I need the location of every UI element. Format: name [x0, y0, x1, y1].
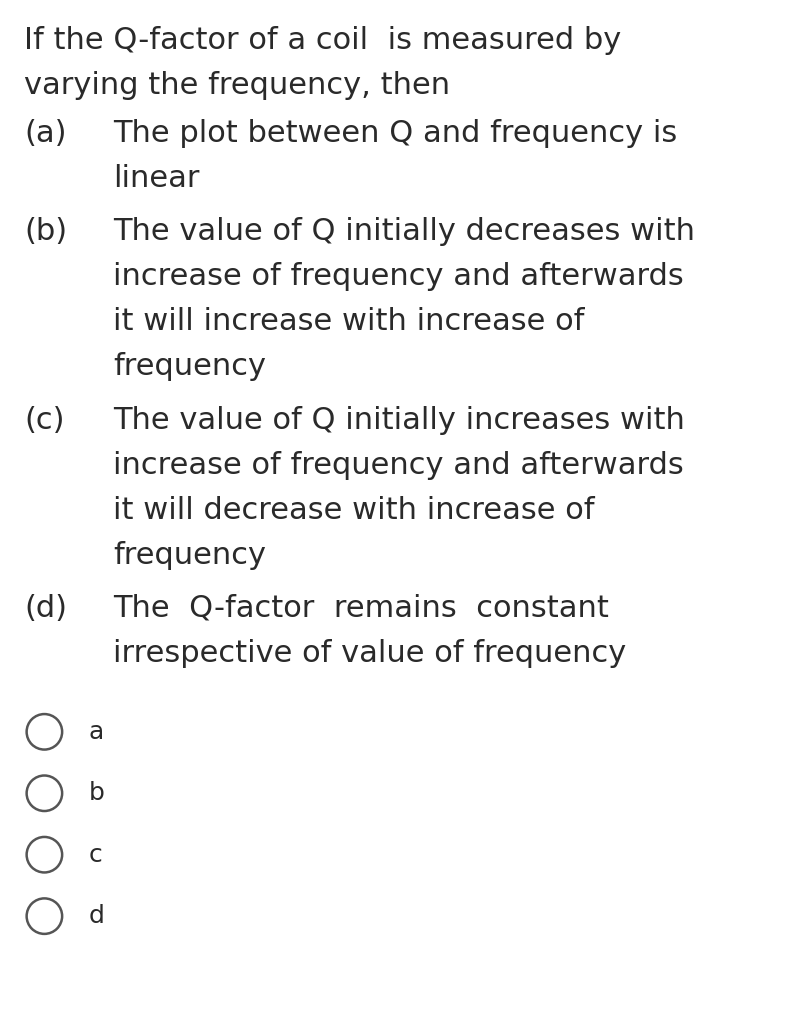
Text: frequency: frequency	[113, 352, 266, 381]
Text: d: d	[89, 904, 105, 928]
Text: If the Q-factor of a coil  is measured by: If the Q-factor of a coil is measured by	[24, 26, 621, 54]
Text: increase of frequency and afterwards: increase of frequency and afterwards	[113, 262, 684, 291]
Text: irrespective of value of frequency: irrespective of value of frequency	[113, 639, 626, 668]
Text: (d): (d)	[24, 594, 67, 623]
Text: it will increase with increase of: it will increase with increase of	[113, 307, 584, 336]
Text: c: c	[89, 843, 102, 866]
Text: varying the frequency, then: varying the frequency, then	[24, 71, 450, 99]
Text: (b): (b)	[24, 217, 67, 246]
Text: The value of Q initially increases with: The value of Q initially increases with	[113, 406, 685, 434]
Text: b: b	[89, 781, 105, 805]
Text: it will decrease with increase of: it will decrease with increase of	[113, 496, 595, 524]
Text: increase of frequency and afterwards: increase of frequency and afterwards	[113, 451, 684, 479]
Text: The plot between Q and frequency is: The plot between Q and frequency is	[113, 119, 677, 147]
Text: (c): (c)	[24, 406, 65, 434]
Text: linear: linear	[113, 164, 199, 193]
Text: frequency: frequency	[113, 541, 266, 569]
Text: (a): (a)	[24, 119, 67, 147]
Text: The  Q-factor  remains  constant: The Q-factor remains constant	[113, 594, 608, 623]
Text: The value of Q initially decreases with: The value of Q initially decreases with	[113, 217, 695, 246]
Text: a: a	[89, 720, 104, 743]
